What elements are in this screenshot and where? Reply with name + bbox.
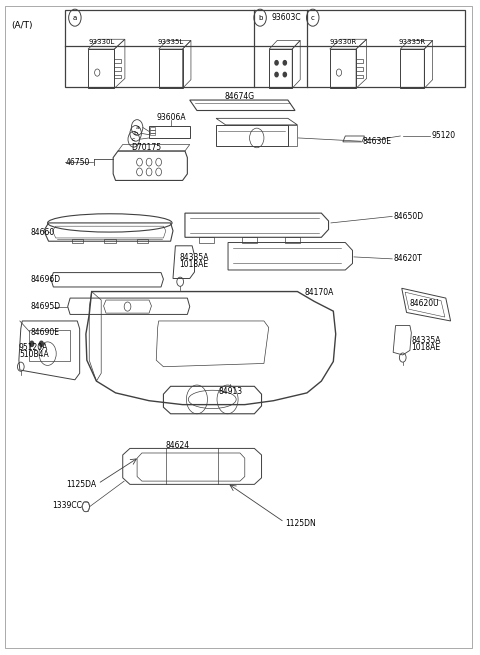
Text: 84620U: 84620U	[410, 299, 440, 309]
Bar	[400, 49, 424, 88]
Text: 84913: 84913	[218, 387, 242, 396]
Bar	[269, 49, 292, 88]
Text: 93330R: 93330R	[329, 39, 357, 45]
Circle shape	[283, 61, 287, 65]
Bar	[114, 75, 121, 79]
Text: b: b	[258, 14, 262, 21]
Bar	[65, 10, 465, 87]
Circle shape	[283, 72, 287, 77]
Text: a: a	[73, 14, 77, 21]
Text: a: a	[135, 125, 139, 130]
Text: 84620T: 84620T	[393, 254, 422, 263]
Text: 510B4A: 510B4A	[19, 350, 48, 359]
Text: 84335A: 84335A	[179, 253, 209, 262]
Circle shape	[39, 341, 43, 346]
Bar	[114, 67, 121, 71]
Text: c: c	[132, 137, 135, 141]
Text: 46750: 46750	[65, 158, 90, 166]
Text: 93606A: 93606A	[156, 113, 186, 122]
Text: 84650D: 84650D	[393, 212, 423, 221]
Text: 84674G: 84674G	[225, 92, 255, 102]
Text: 95120: 95120	[432, 132, 456, 140]
Bar	[104, 239, 116, 242]
Bar	[29, 330, 70, 362]
Bar	[330, 49, 356, 88]
Text: 84696D: 84696D	[31, 275, 61, 284]
Text: 93335R: 93335R	[399, 39, 426, 45]
Bar	[72, 239, 83, 242]
Bar	[158, 49, 182, 88]
Text: D70175: D70175	[132, 143, 162, 152]
Text: 84335A: 84335A	[411, 336, 441, 345]
Text: 1125DN: 1125DN	[286, 519, 316, 528]
Text: 93330L: 93330L	[88, 39, 114, 45]
Text: c: c	[311, 14, 315, 21]
Text: 84630E: 84630E	[362, 137, 391, 145]
Text: 1018AE: 1018AE	[179, 259, 208, 269]
Bar	[286, 237, 300, 242]
Text: 95120A: 95120A	[19, 343, 48, 352]
Bar	[356, 59, 363, 63]
Text: 84695D: 84695D	[31, 302, 61, 311]
Text: 93603C: 93603C	[271, 13, 301, 22]
Circle shape	[275, 72, 278, 77]
Text: 84660: 84660	[31, 227, 55, 236]
Text: 84170A: 84170A	[305, 288, 334, 297]
Text: 1339CC: 1339CC	[52, 501, 82, 510]
Text: (A/T): (A/T)	[11, 21, 33, 30]
Bar	[150, 133, 155, 136]
Text: b: b	[133, 131, 138, 136]
Circle shape	[275, 61, 278, 65]
Bar	[150, 130, 155, 133]
Text: 93335L: 93335L	[157, 39, 184, 45]
Text: 84624: 84624	[166, 441, 190, 449]
Bar	[356, 75, 363, 79]
Bar	[137, 239, 148, 242]
Text: 84690E: 84690E	[31, 328, 60, 337]
Bar	[88, 49, 114, 88]
Text: 1018AE: 1018AE	[411, 343, 441, 352]
Circle shape	[30, 341, 34, 346]
Bar	[242, 237, 257, 242]
Bar	[114, 59, 121, 63]
Text: 1125DA: 1125DA	[66, 480, 96, 489]
Bar	[356, 67, 363, 71]
Bar	[150, 128, 155, 130]
Bar	[199, 237, 214, 242]
